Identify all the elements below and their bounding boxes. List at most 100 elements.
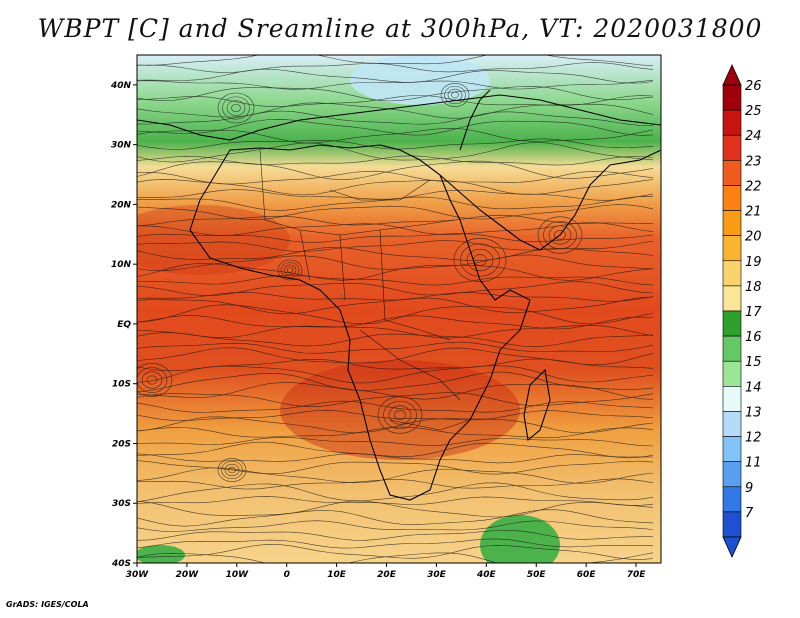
red-sea-boundary (459, 89, 491, 151)
vortex-ring (221, 460, 243, 480)
vortex-ring (141, 371, 163, 389)
vortex-ring (453, 238, 507, 282)
streamline (137, 543, 654, 560)
streamline (137, 409, 654, 421)
wbpt-field (137, 55, 661, 563)
map-field (137, 55, 661, 563)
cool-patch-north (350, 55, 490, 105)
colorbar-label: 15 (745, 355, 762, 370)
streamline (137, 392, 654, 407)
streamline (137, 291, 654, 302)
streamline (137, 382, 654, 400)
lat-tick-label: 30S (112, 499, 131, 509)
vortex-ring (440, 83, 470, 107)
streamline (137, 155, 654, 166)
streamline (137, 467, 654, 484)
lon-tick-label: 20W (176, 570, 200, 580)
vortex-ring (137, 367, 168, 393)
colorbar-swatch (722, 511, 742, 538)
streamline (137, 304, 654, 325)
streamlines (137, 55, 654, 563)
vortex-ring (537, 216, 583, 254)
colorbar-swatch (722, 260, 742, 287)
footer-credit: GrADS: IGES/COLA (6, 600, 89, 609)
streamline (137, 79, 654, 90)
map-frame (136, 54, 662, 564)
streamline (137, 500, 654, 518)
lon-tick-label: 20E (377, 570, 397, 580)
streamline (137, 453, 654, 464)
lat-tick-label: 20S (112, 439, 131, 449)
colorbar-swatch (722, 335, 742, 362)
lon-tick-label: 70E (627, 570, 647, 580)
vortex-ring (383, 400, 417, 430)
colorbar-label: 26 (745, 79, 762, 94)
colorbar: 26 25 24 23 22 21 20 19 18 17 16 15 14 13 12 11 9 7 (722, 64, 762, 558)
streamline (137, 189, 654, 201)
colorbar-bottom-arrow (722, 536, 742, 558)
streamline (137, 138, 654, 150)
vortex-ring (548, 225, 572, 245)
colorbar-swatch (722, 160, 742, 186)
lon-tick-label: 30E (427, 570, 447, 580)
streamline (137, 110, 654, 126)
colorbar-label: 25 (745, 104, 762, 119)
latitude-axis: 40N 30N 20N 10N EQ 10S 20S 30S 40S (110, 81, 137, 569)
colorbar-label: 22 (745, 179, 762, 194)
lon-tick-label: 0 (284, 570, 290, 580)
lat-tick-label: 10S (112, 380, 131, 390)
colorbar-swatch (722, 210, 742, 236)
streamline (137, 426, 654, 439)
streamline (137, 222, 654, 236)
vortex-ring (554, 230, 566, 240)
streamline (137, 520, 654, 532)
streamline (137, 509, 654, 527)
lat-tick-label: EQ (117, 320, 131, 330)
longitude-axis: 30W 20W 10W 0 10E 20E 30E 40E 50E 60E 70E (126, 563, 646, 580)
streamline (137, 436, 654, 447)
streamline (137, 529, 654, 541)
streamline (137, 478, 654, 490)
lon-tick-label: 30W (126, 570, 150, 580)
vortex-ring (460, 243, 500, 277)
colorbar-label: 12 (745, 431, 762, 446)
streamline (137, 142, 654, 163)
warm-core-north (137, 205, 290, 275)
colorbar-label: 9 (745, 481, 753, 496)
lon-tick-label: 40E (476, 570, 497, 580)
streamline (137, 332, 654, 348)
colorbar-swatch (722, 185, 742, 211)
colorbar-swatch (722, 486, 742, 513)
vortex-ring (451, 91, 459, 99)
streamline (137, 68, 654, 84)
vortex-ring (217, 92, 255, 124)
streamline (137, 55, 654, 66)
streamline (137, 416, 654, 434)
green-patch-southeast (480, 515, 560, 563)
vortex-ring (146, 375, 158, 385)
colorbar-swatch (722, 310, 742, 337)
colorbar-label: 20 (745, 230, 762, 245)
vortex-ring (226, 100, 246, 116)
colorbar-top-arrow (722, 64, 742, 86)
lat-tick-label: 40N (110, 81, 132, 91)
vortex-ring (286, 267, 294, 273)
colorbar-label: 23 (745, 154, 762, 169)
lon-tick-label: 10W (226, 570, 250, 580)
colorbar-label: 19 (745, 255, 762, 270)
streamline (137, 365, 654, 384)
colorbar-label: 16 (745, 330, 762, 345)
streamline (137, 347, 654, 366)
streamline (137, 85, 654, 102)
colorbar-swatch (722, 386, 742, 412)
vortex-ring (377, 396, 423, 434)
colorbar-swatch (722, 84, 742, 111)
green-patch-southwest (137, 545, 185, 563)
mediterranean-coast (137, 94, 661, 141)
lat-tick-label: 40S (111, 559, 131, 569)
streamline (137, 482, 654, 503)
streamline (137, 538, 654, 549)
country-borders (259, 149, 471, 431)
colorbar-swatch (722, 461, 742, 488)
